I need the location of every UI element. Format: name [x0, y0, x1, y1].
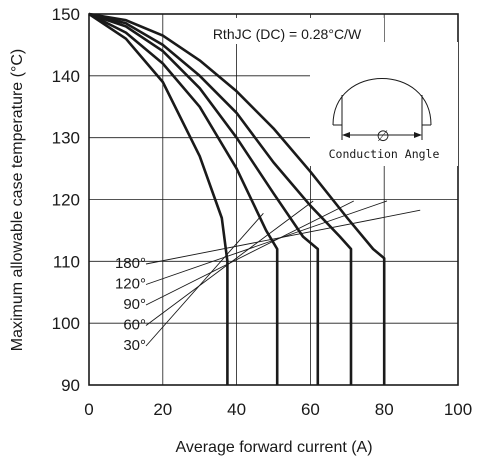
series-curve [88, 12, 279, 385]
conduction-angle-label: Conduction Angle [329, 147, 440, 161]
x-tick-label: 100 [444, 400, 472, 419]
y-tick-label: 110 [53, 252, 80, 271]
conduction-angle-inset: ∅ Conduction Angle [329, 78, 440, 161]
series-leader [145, 213, 264, 347]
x-axis-title: Average forward current (A) [175, 439, 372, 456]
series-leaders [145, 200, 421, 347]
sine-pulse [332, 78, 432, 126]
y-tick-label: 120 [52, 191, 80, 210]
inset-background [310, 42, 458, 166]
series-labels: 180° 120° 90° 60° 30° [115, 255, 146, 354]
conduction-angle-symbol: ∅ [376, 127, 389, 145]
series-curve [88, 12, 320, 385]
annotation-background [190, 18, 384, 44]
series-curve [88, 12, 386, 385]
series-leader [145, 200, 354, 306]
plot-frame [88, 13, 459, 386]
x-tick-label: 20 [153, 400, 172, 419]
series-label: 90° [123, 296, 146, 313]
series-leader [145, 200, 388, 285]
x-tick-label: 40 [227, 400, 246, 419]
series-label: 180° [115, 255, 146, 272]
series-label: 60° [123, 317, 146, 334]
series-curves [88, 12, 386, 385]
x-tick-label: 80 [375, 400, 394, 419]
series-curve [88, 12, 229, 385]
y-tick-label: 90 [61, 376, 80, 395]
x-tick-label: 60 [301, 400, 320, 419]
y-tick-label: 150 [52, 5, 80, 24]
y-tick-label: 100 [52, 314, 80, 333]
series-label: 120° [115, 276, 146, 293]
series-label: 30° [123, 337, 146, 354]
x-tick-label: 0 [84, 400, 93, 419]
series-curve [88, 12, 353, 385]
y-tick-label: 130 [52, 129, 80, 148]
series-leader [145, 200, 314, 326]
y-tick-label: 140 [52, 67, 80, 86]
tick-labels: 0 20 40 60 80 100 90 100 110 120 130 140 150 [52, 5, 473, 419]
y-axis-title: Maximum allowable case temperature (°C) [9, 49, 26, 352]
rthjc-annotation: RthJC (DC) = 0.28°C/W [213, 26, 362, 42]
